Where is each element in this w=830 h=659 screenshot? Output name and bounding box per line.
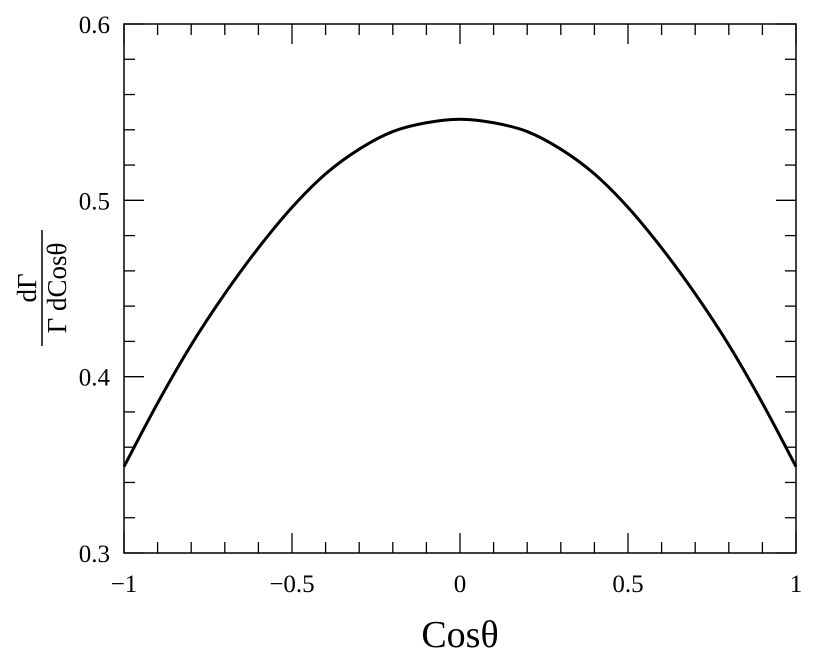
x-tick-label: 0.5 [612, 571, 643, 598]
x-tick-label: 0 [454, 571, 467, 598]
y-tick-label: 0.3 [79, 541, 110, 568]
y-axis-label-denominator: Γ dCosθ [42, 243, 72, 334]
y-tick-label: 0.6 [79, 12, 110, 39]
y-tick-labels: 0.3 0.4 0.5 0.6 [79, 12, 111, 568]
y-axis-label-numerator: dΓ [12, 273, 42, 302]
y-axis-label: dΓ Γ dCosθ [12, 230, 72, 346]
x-tick-label: −1 [111, 571, 138, 598]
x-tick-label: −0.5 [269, 571, 314, 598]
series-line [122, 117, 798, 468]
axis-ticks [123, 23, 797, 554]
y-tick-label: 0.5 [79, 188, 110, 215]
x-tick-label: 1 [790, 571, 803, 598]
plot-frame [123, 23, 797, 554]
y-tick-label: 0.4 [79, 365, 111, 392]
x-tick-labels: −1 −0.5 0 0.5 1 [111, 571, 803, 598]
x-axis-label: Cosθ [421, 614, 498, 656]
